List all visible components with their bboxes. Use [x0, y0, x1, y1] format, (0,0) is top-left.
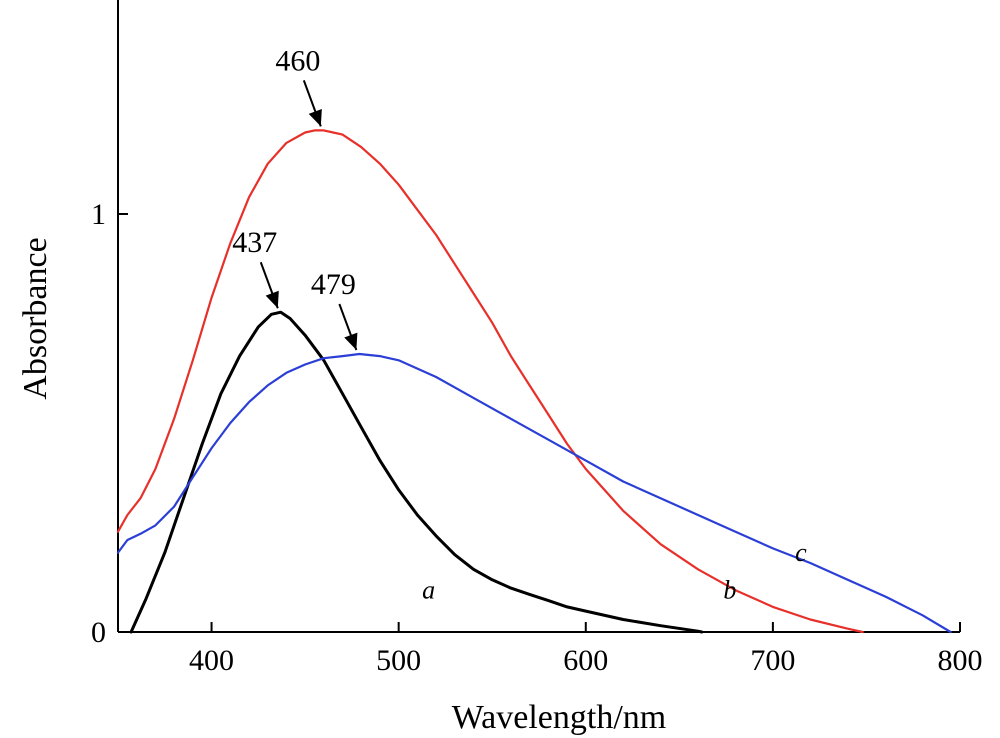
peak-arrowhead-460 — [308, 108, 322, 127]
series — [116, 129, 952, 634]
x-axis-title: Wavelength/nm — [452, 699, 666, 736]
series-line-b — [116, 129, 864, 634]
curve-label-a: a — [422, 576, 435, 605]
peak-label-437: 437 — [232, 226, 277, 259]
axes — [117, 0, 960, 633]
y-axis-title: Absorbance — [17, 237, 54, 399]
x-tick-label-600: 600 — [563, 644, 608, 677]
ticks: 400 500 600 700 800 0 1 — [91, 198, 983, 677]
series-line-c — [116, 352, 952, 634]
peak-arrowhead-479 — [344, 332, 358, 351]
x-tick-label-500: 500 — [376, 644, 421, 677]
peak-arrowhead-437 — [265, 290, 279, 309]
series-line-a — [129, 310, 704, 634]
annotations: 460 437 479 a b c — [232, 44, 807, 604]
peak-label-460: 460 — [275, 44, 320, 77]
curve-label-b: b — [723, 576, 736, 605]
peak-label-479: 479 — [311, 268, 356, 301]
x-tick-label-400: 400 — [189, 644, 234, 677]
x-tick-label-800: 800 — [938, 644, 983, 677]
x-tick-label-700: 700 — [750, 644, 795, 677]
y-tick-label-0: 0 — [91, 616, 106, 649]
curve-label-c: c — [795, 538, 807, 567]
y-tick-label-1: 1 — [91, 198, 106, 231]
